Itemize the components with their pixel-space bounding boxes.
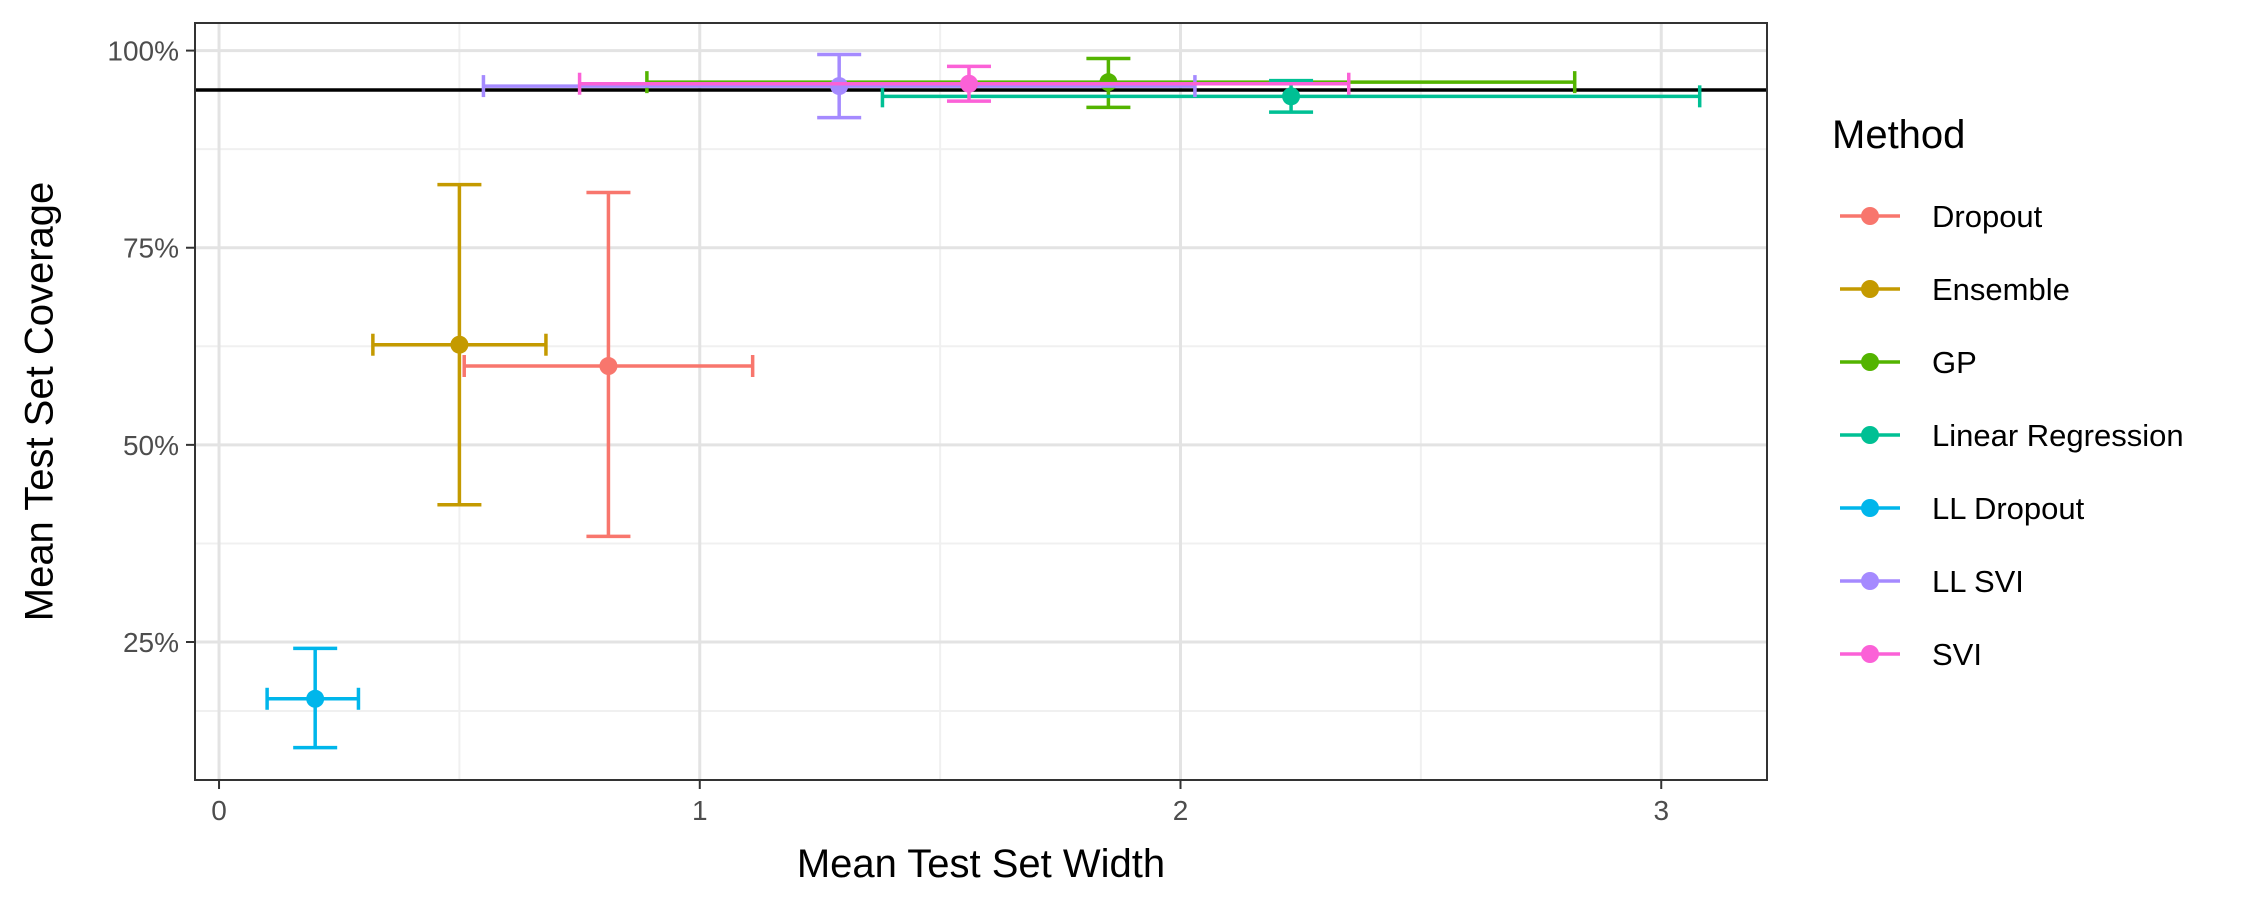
legend-key-point (1861, 353, 1879, 371)
legend-label: Dropout (1932, 199, 2043, 234)
y-tick-label: 100% (107, 36, 179, 67)
legend-item-ensemble: Ensemble (1840, 272, 2070, 307)
data-point (450, 335, 469, 354)
plot-background (195, 23, 1767, 780)
legend-label: GP (1932, 345, 1977, 380)
x-axis: 0 1 2 3 (211, 780, 1669, 826)
plot-border (194, 22, 1768, 781)
data-marks (265, 52, 1702, 750)
x-tick-label: 3 (1653, 795, 1669, 826)
legend-label: LL Dropout (1932, 491, 2085, 526)
y-tick-label: 25% (123, 627, 179, 658)
legend-key-point (1861, 645, 1879, 663)
legend-label: Linear Regression (1932, 418, 2184, 453)
x-axis-title: Mean Test Set Width (797, 842, 1165, 886)
legend-key-point (1861, 572, 1879, 590)
legend-title: Method (1832, 113, 1965, 157)
y-tick-label: 50% (123, 430, 179, 461)
x-tick-label: 1 (692, 795, 708, 826)
data-point (830, 77, 849, 96)
legend-key-point (1861, 280, 1879, 298)
legend-label: SVI (1932, 637, 1982, 672)
plot-area (195, 23, 1767, 780)
legend-item-dropout: Dropout (1840, 199, 2043, 234)
legend-key-point (1861, 426, 1879, 444)
series-dropout (462, 190, 755, 539)
legend-item-gp: GP (1840, 345, 1977, 380)
legend-item-svi: SVI (1840, 637, 1982, 672)
legend-key-point (1861, 207, 1879, 225)
series-ensemble (371, 182, 548, 507)
data-point (306, 689, 325, 708)
legend-label: LL SVI (1932, 564, 2024, 599)
series-svi (577, 64, 1351, 103)
data-point (1282, 87, 1301, 106)
y-axis: 25% 50% 75% 100% (107, 36, 195, 658)
series-ll-dropout (265, 646, 361, 750)
legend-item-linear-regression: Linear Regression (1840, 418, 2184, 453)
x-tick-label: 2 (1173, 795, 1189, 826)
series-linear-regression (880, 78, 1702, 114)
plot-frame (194, 22, 1768, 781)
y-tick-label: 75% (123, 233, 179, 264)
legend-item-ll-dropout: LL Dropout (1840, 491, 2085, 526)
x-tick-label: 0 (211, 795, 227, 826)
data-point (599, 357, 618, 376)
legend-item-ll-svi: LL SVI (1840, 564, 2024, 599)
y-axis-title: Mean Test Set Coverage (18, 182, 62, 622)
legend: Method Dropout Ensemble GP Linear Regressio… (1832, 113, 2184, 672)
series-ll-svi (481, 52, 1197, 120)
legend-label: Ensemble (1932, 272, 2070, 307)
data-point (959, 74, 978, 93)
legend-key-point (1861, 499, 1879, 517)
